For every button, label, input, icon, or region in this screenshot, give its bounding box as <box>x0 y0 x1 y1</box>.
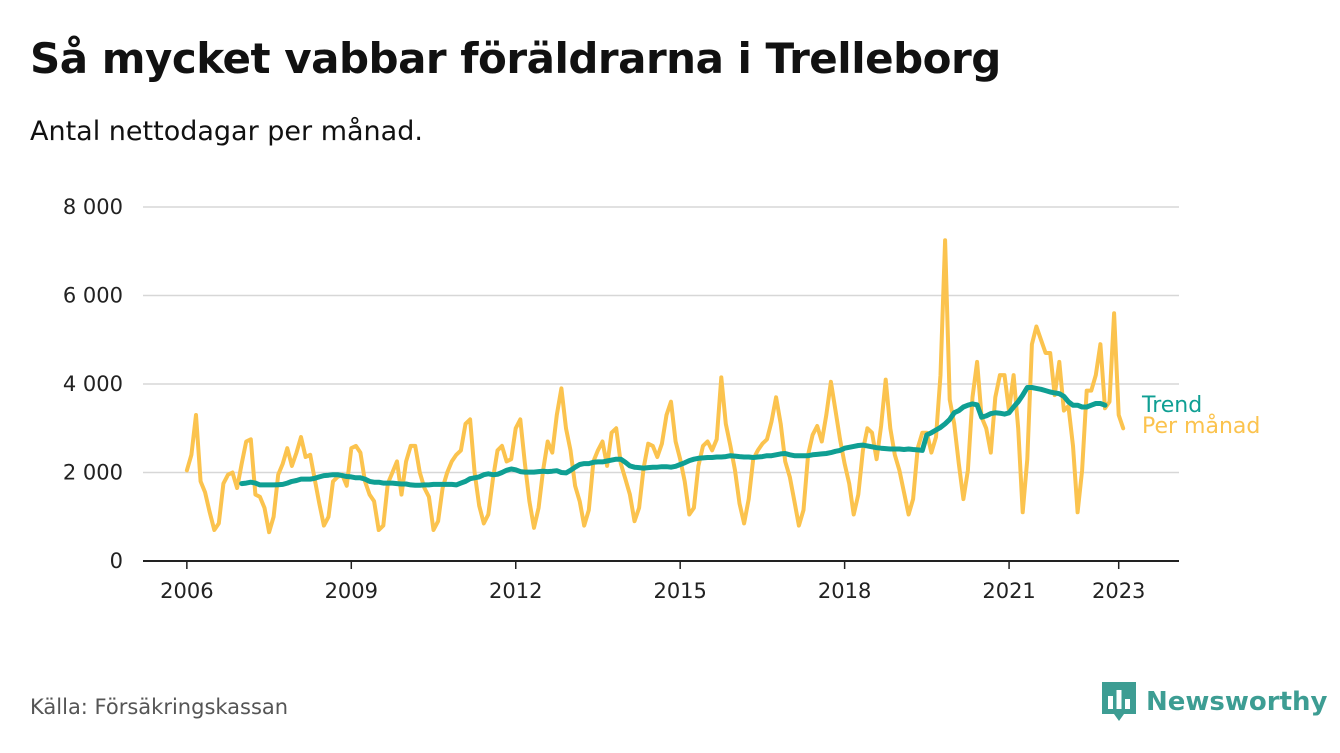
series-label-trend: Trend <box>1141 393 1202 418</box>
x-axis-ticks: 2006 2009 2012 2015 2018 2021 2023 <box>160 561 1145 603</box>
y-tick-label: 6 000 <box>63 284 123 308</box>
x-tick-label: 2012 <box>489 579 542 603</box>
brand-name: Newsworthy <box>1146 687 1328 717</box>
source-note: Källa: Försäkringskassan <box>30 695 289 719</box>
y-tick-label: 2 000 <box>63 461 123 485</box>
x-tick-label: 2021 <box>982 579 1035 603</box>
series-lines <box>184 238 1126 535</box>
y-tick-label: 8 000 <box>63 195 123 219</box>
chart-title: Så mycket vabbar föräldrarna i Trellebor… <box>30 34 1001 83</box>
y-tick-label: 0 <box>110 549 123 573</box>
bar-chart-speech-bubble-icon <box>1102 682 1136 721</box>
chart-subtitle: Antal nettodagar per månad. <box>30 116 423 147</box>
series-line-trend <box>239 385 1108 488</box>
x-tick-label: 2009 <box>325 579 378 603</box>
x-tick-label: 2018 <box>818 579 871 603</box>
y-tick-label: 4 000 <box>63 372 123 396</box>
y-axis-ticks: 0 2 000 4 000 6 000 8 000 <box>63 195 123 573</box>
x-tick-label: 2023 <box>1092 579 1145 603</box>
series-line-per-month <box>184 238 1126 535</box>
x-tick-label: 2015 <box>653 579 706 603</box>
series-label-per-month: Per månad <box>1142 413 1260 439</box>
x-tick-label: 2006 <box>160 579 213 603</box>
brand-logo[interactable]: Newsworthy <box>1102 682 1327 722</box>
